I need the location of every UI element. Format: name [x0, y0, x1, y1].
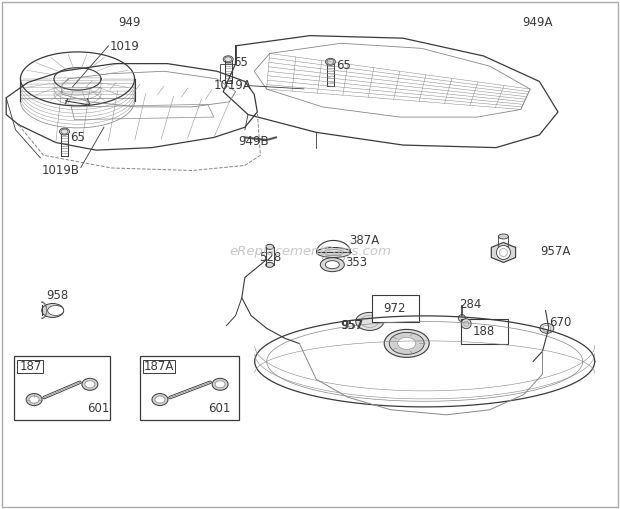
Ellipse shape	[48, 305, 64, 316]
Ellipse shape	[155, 396, 165, 403]
Ellipse shape	[215, 381, 225, 388]
Ellipse shape	[317, 247, 350, 258]
Ellipse shape	[389, 332, 424, 354]
Circle shape	[497, 245, 510, 260]
Ellipse shape	[29, 396, 39, 403]
Text: 1019B: 1019B	[42, 163, 80, 177]
Text: 1019A: 1019A	[214, 79, 252, 92]
Text: 387A: 387A	[349, 234, 379, 247]
Text: 65: 65	[233, 56, 248, 69]
Ellipse shape	[60, 128, 69, 135]
FancyBboxPatch shape	[17, 360, 43, 373]
Ellipse shape	[212, 378, 228, 390]
Ellipse shape	[326, 59, 335, 65]
Text: 958: 958	[46, 289, 68, 302]
Text: 187A: 187A	[144, 360, 174, 373]
Text: 957: 957	[340, 319, 363, 332]
Ellipse shape	[540, 323, 554, 333]
Text: 187: 187	[19, 360, 42, 373]
Ellipse shape	[266, 262, 273, 267]
Circle shape	[461, 319, 471, 329]
Text: 353: 353	[345, 256, 367, 269]
Text: 1019: 1019	[110, 40, 140, 53]
Text: 188: 188	[473, 325, 495, 338]
Text: 284: 284	[459, 298, 481, 311]
Text: 670: 670	[549, 316, 572, 329]
Ellipse shape	[266, 244, 273, 249]
Ellipse shape	[152, 393, 168, 406]
Ellipse shape	[223, 56, 233, 63]
Polygon shape	[491, 242, 516, 263]
Text: eReplacementParts.com: eReplacementParts.com	[229, 245, 391, 259]
Ellipse shape	[326, 261, 339, 269]
Text: 957A: 957A	[540, 245, 570, 259]
Ellipse shape	[42, 303, 64, 318]
Text: 601: 601	[208, 402, 230, 415]
Text: 949B: 949B	[239, 135, 269, 148]
Text: 65: 65	[336, 59, 351, 72]
Text: 972: 972	[384, 302, 406, 315]
Text: 949: 949	[118, 16, 140, 29]
Ellipse shape	[321, 258, 344, 272]
Ellipse shape	[543, 325, 551, 331]
Text: 528: 528	[259, 251, 281, 264]
Ellipse shape	[397, 337, 415, 349]
FancyBboxPatch shape	[461, 319, 508, 344]
Ellipse shape	[356, 313, 384, 330]
Ellipse shape	[458, 315, 466, 322]
Text: 65: 65	[70, 131, 85, 144]
Text: 601: 601	[87, 402, 109, 415]
FancyBboxPatch shape	[14, 356, 110, 420]
FancyBboxPatch shape	[140, 356, 239, 420]
Ellipse shape	[498, 234, 508, 239]
Text: 949A: 949A	[523, 16, 553, 29]
Ellipse shape	[82, 378, 98, 390]
FancyBboxPatch shape	[143, 360, 175, 373]
Ellipse shape	[85, 381, 95, 388]
Ellipse shape	[384, 329, 429, 357]
Text: 957: 957	[341, 319, 363, 332]
Ellipse shape	[26, 393, 42, 406]
FancyBboxPatch shape	[372, 295, 419, 322]
